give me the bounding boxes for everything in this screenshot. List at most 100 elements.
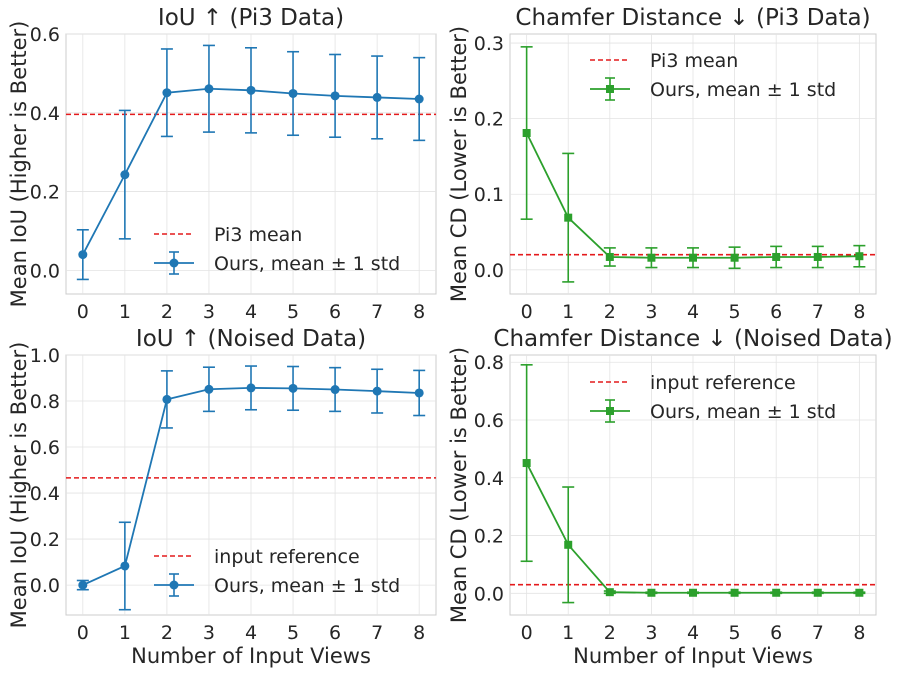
x-tick-label: 2 [604, 301, 616, 323]
y-axis-label: Mean IoU (Higher is Better) [7, 342, 31, 629]
x-axis-label: Number of Input Views [131, 644, 371, 668]
data-point [564, 213, 573, 222]
data-point [414, 388, 424, 398]
data-point [647, 588, 656, 597]
x-axis-label: Number of Input Views [573, 644, 813, 668]
data-point [730, 253, 739, 262]
x-tick-label: 4 [245, 622, 257, 644]
data-point [855, 588, 864, 597]
legend-series-label: Ours, mean ± 1 std [214, 575, 400, 597]
y-axis-label: Mean IoU (Higher is Better) [7, 21, 31, 308]
data-point [246, 383, 256, 393]
x-tick-label: 6 [329, 301, 341, 323]
panel-cd-pi3: 0 1 2 3 4 5 6 7 8 0.0 0.1 0.2 0.3 Pi3 mean Ours, mean … [447, 5, 877, 323]
legend-series-swatch-marker [169, 258, 179, 268]
legend-series-swatch-marker [169, 580, 179, 590]
data-point [288, 88, 298, 98]
y-tick-label: 0.0 [474, 260, 504, 282]
y-tick-label: 0.1 [474, 184, 504, 206]
y-tick-label: 0.6 [474, 410, 504, 432]
legend-series-label: Ours, mean ± 1 std [650, 79, 836, 101]
data-point [246, 85, 256, 95]
data-point [772, 588, 781, 597]
y-tick-label: 0.4 [474, 468, 504, 490]
data-point [522, 459, 531, 468]
x-tick-label: 6 [329, 622, 341, 644]
y-tick-label: 0.3 [474, 33, 504, 55]
y-tick-label: 1.0 [30, 345, 60, 367]
data-point [564, 540, 573, 549]
x-tick-label: 0 [77, 622, 89, 644]
legend-series-swatch-marker [606, 407, 614, 415]
legend-reference-label: input reference [214, 546, 360, 568]
data-point [120, 561, 130, 571]
data-point [78, 580, 88, 590]
x-tick-label: 3 [645, 622, 657, 644]
x-tick-label: 8 [853, 622, 865, 644]
data-point [120, 170, 130, 180]
y-tick-label: 0.2 [474, 526, 504, 548]
y-axis-label: Mean CD (Lower is Better) [447, 26, 471, 302]
x-tick-label: 3 [645, 301, 657, 323]
x-tick-label: 0 [77, 301, 89, 323]
x-tick-label: 2 [161, 301, 173, 323]
x-tick-label: 1 [562, 301, 574, 323]
x-tick-label: 8 [413, 301, 425, 323]
y-tick-label: 0.2 [30, 529, 60, 551]
panel-title: IoU ↑ (Noised Data) [136, 326, 366, 352]
data-point [372, 92, 382, 102]
data-point [330, 91, 340, 101]
y-tick-label: 0.0 [30, 575, 60, 597]
data-point [730, 588, 739, 597]
data-point [204, 384, 214, 394]
y-tick-label: 0.8 [474, 352, 504, 374]
data-point [204, 84, 214, 94]
panel-title: Chamfer Distance ↓ (Pi3 Data) [515, 5, 870, 31]
y-tick-label: 0.4 [30, 103, 60, 125]
x-tick-label: 4 [687, 301, 699, 323]
x-tick-label: 0 [521, 622, 533, 644]
y-tick-label: 0.8 [30, 391, 60, 413]
data-point [414, 94, 424, 104]
data-point [605, 252, 614, 261]
panel-iou-noised: 0 1 2 3 4 5 6 7 8 0.0 0.2 0.4 0.6 0.8 1.0 input referen… [7, 326, 437, 668]
legend-reference-label: Pi3 mean [214, 224, 302, 246]
x-tick-label: 6 [770, 301, 782, 323]
x-tick-label: 4 [687, 622, 699, 644]
x-tick-label: 8 [413, 622, 425, 644]
panel-iou-pi3: 0 1 2 3 4 5 6 7 8 0.0 0.2 0.4 0.6 Pi3 mean Ours, mean … [7, 5, 437, 323]
data-point [162, 88, 172, 98]
y-tick-label: 0.0 [474, 583, 504, 605]
y-tick-label: 0.2 [30, 182, 60, 204]
x-tick-label: 4 [245, 301, 257, 323]
legend-series-swatch-marker [606, 85, 614, 93]
x-tick-label: 5 [729, 301, 741, 323]
data-point [689, 253, 697, 262]
x-tick-label: 5 [287, 301, 299, 323]
data-point [522, 129, 531, 138]
y-tick-label: 0.6 [30, 437, 60, 459]
x-tick-label: 7 [371, 301, 383, 323]
panel-title: Chamfer Distance ↓ (Noised Data) [493, 326, 892, 352]
x-tick-label: 0 [521, 301, 533, 323]
y-tick-label: 0.6 [30, 24, 60, 46]
data-point [772, 252, 781, 261]
x-tick-label: 1 [119, 622, 131, 644]
data-point [605, 588, 614, 597]
y-tick-label: 0.0 [30, 260, 60, 282]
x-tick-label: 7 [812, 301, 824, 323]
x-tick-label: 7 [812, 622, 824, 644]
data-point [813, 588, 822, 597]
x-tick-label: 1 [119, 301, 131, 323]
y-axis-label: Mean CD (Lower is Better) [447, 347, 471, 623]
data-point [330, 385, 340, 395]
data-point [689, 588, 697, 597]
x-tick-label: 3 [203, 301, 215, 323]
x-tick-label: 8 [853, 301, 865, 323]
x-tick-label: 2 [604, 622, 616, 644]
legend-reference-label: Pi3 mean [650, 50, 738, 72]
data-point [813, 252, 822, 261]
legend-series-label: Ours, mean ± 1 std [214, 253, 400, 275]
x-tick-label: 3 [203, 622, 215, 644]
